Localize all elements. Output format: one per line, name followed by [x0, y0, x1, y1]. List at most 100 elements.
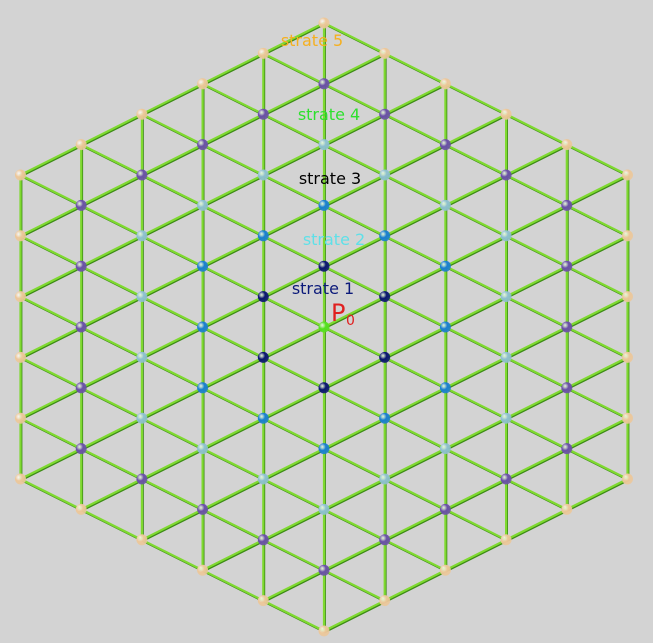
- lattice-edge: [140, 82, 204, 116]
- strate-1-node: [257, 291, 269, 303]
- strate-5-node: [500, 108, 512, 120]
- strate-5-node: [439, 78, 451, 90]
- lattice-edge: [80, 234, 143, 268]
- lattice-edge: [140, 234, 204, 268]
- lattice-edge-shadow: [202, 418, 266, 451]
- lattice-edge: [262, 21, 326, 55]
- lattice-edge: [565, 265, 629, 298]
- lattice-edge-shadow: [323, 539, 387, 573]
- lattice-edge: [262, 234, 326, 268]
- lattice-edge: [383, 508, 447, 541]
- lattice-edge-shadow: [445, 478, 508, 512]
- lattice-edge: [322, 113, 386, 146]
- lattice-edge-shadow: [505, 326, 569, 360]
- lattice-edge: [80, 204, 143, 237]
- lattice-edge-shadow: [445, 114, 508, 147]
- lattice-edge: [201, 325, 265, 359]
- lattice-edge-shadow: [20, 448, 84, 482]
- strate-5-node: [75, 139, 87, 151]
- lattice-edge: [444, 508, 508, 541]
- lattice-edge-shadow: [323, 53, 387, 86]
- strate-4-node: [561, 199, 573, 211]
- strate-3-label: strate 3: [299, 169, 361, 188]
- lattice-edge: [322, 82, 386, 116]
- lattice-edge: [444, 113, 508, 146]
- strate-2-node: [197, 321, 209, 333]
- lattice-edge: [140, 538, 204, 572]
- lattice-edge: [201, 52, 265, 85]
- strate-5-node: [622, 351, 633, 363]
- strate-1-node: [318, 260, 330, 272]
- lattice-edge-shadow: [80, 114, 144, 147]
- lattice-edge: [505, 477, 568, 511]
- strate-5-node: [197, 564, 209, 576]
- strate-3-node: [500, 230, 512, 242]
- lattice-edge-shadow: [80, 296, 144, 330]
- lattice-edge: [444, 447, 508, 481]
- lattice-edge-shadow: [141, 326, 205, 360]
- lattice-edge: [262, 265, 326, 298]
- lattice-edge: [140, 386, 204, 420]
- lattice-edge: [262, 204, 326, 237]
- strate-5-node: [197, 78, 209, 90]
- strate-3-node: [439, 199, 451, 211]
- lattice-edge: [383, 477, 447, 511]
- strate-3-node: [500, 351, 512, 363]
- strate-3-node: [379, 169, 391, 181]
- lattice-edge: [322, 508, 386, 541]
- lattice-edge: [140, 204, 204, 237]
- lattice-edge: [262, 447, 326, 481]
- lattice-edge-shadow: [20, 144, 84, 178]
- strate-3-node: [136, 412, 148, 424]
- lattice-edge: [444, 325, 508, 359]
- lattice-edge-shadow: [80, 235, 144, 269]
- lattice-edge: [140, 356, 204, 389]
- lattice-edge: [201, 538, 265, 572]
- lattice-edge: [19, 325, 83, 359]
- strate-4-node: [257, 534, 269, 546]
- center-label-main: P: [331, 299, 345, 327]
- lattice-edge: [201, 417, 265, 450]
- lattice-edge: [80, 386, 143, 420]
- lattice-edge: [262, 386, 326, 420]
- lattice-edge: [565, 173, 629, 207]
- strate-4-node: [75, 199, 87, 211]
- lattice-edge: [80, 325, 143, 359]
- strate-4-node: [75, 321, 87, 333]
- lattice-edge: [565, 143, 629, 177]
- strate-2-node: [379, 230, 391, 242]
- lattice-edge-shadow: [505, 144, 569, 178]
- strate-1-node: [379, 351, 391, 363]
- lattice-edge-shadow: [141, 448, 205, 482]
- strate-4-node: [136, 473, 148, 485]
- lattice-edge-shadow: [263, 22, 326, 56]
- lattice-edge: [201, 386, 265, 420]
- lattice-edge: [322, 265, 386, 298]
- lattice-edge: [262, 538, 326, 572]
- strate-5-node: [622, 291, 633, 303]
- lattice-edge-shadow: [323, 114, 387, 147]
- strate-5-node: [15, 230, 26, 242]
- strate-2-node: [379, 412, 391, 424]
- lattice-edge-shadow: [202, 235, 266, 269]
- strate-4-node: [500, 169, 512, 181]
- lattice-edge: [322, 295, 386, 329]
- lattice-edge: [19, 295, 83, 329]
- lattice-edge: [444, 143, 508, 177]
- lattice-edge: [262, 356, 326, 389]
- lattice-edge-shadow: [505, 205, 569, 238]
- lattice-edge: [140, 143, 204, 177]
- lattice-edge: [505, 234, 568, 268]
- lattice-edge-shadow: [80, 357, 144, 390]
- lattice-edge: [565, 356, 629, 389]
- lattice-edge: [201, 569, 265, 602]
- strate-3-node: [136, 291, 148, 303]
- lattice-edge-shadow: [384, 144, 448, 178]
- strate-4-node: [561, 382, 573, 394]
- strate-2-node: [197, 382, 209, 394]
- strate-3-node: [500, 291, 512, 303]
- strate-4-node: [75, 260, 87, 272]
- lattice-edge: [383, 204, 447, 237]
- lattice-edge: [262, 173, 326, 207]
